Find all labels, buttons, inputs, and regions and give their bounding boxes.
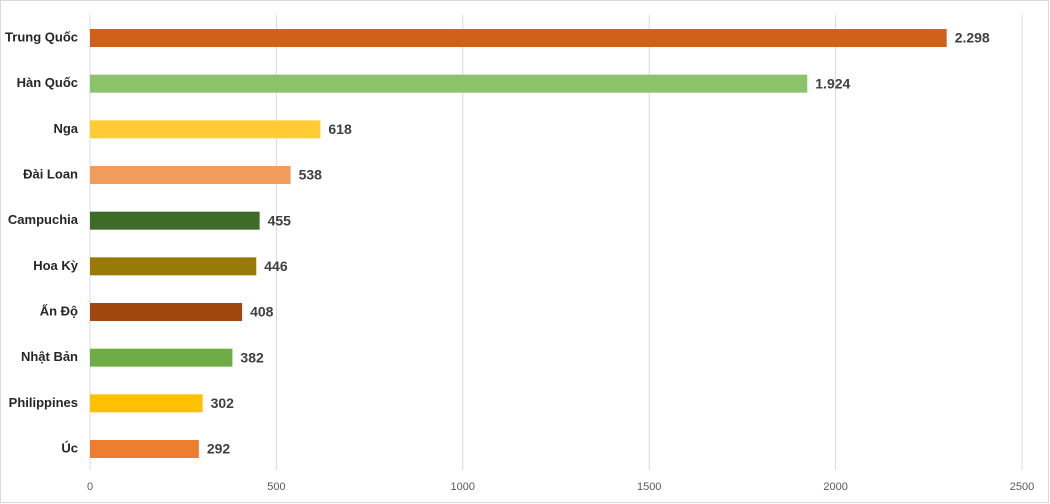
data-label: 382 <box>240 349 264 365</box>
bar <box>90 29 947 47</box>
data-label: 292 <box>207 441 231 457</box>
bar <box>90 440 199 458</box>
bar <box>90 348 233 367</box>
y-tick-label: Úc <box>61 440 78 455</box>
data-label: 446 <box>264 258 288 274</box>
bar <box>90 120 321 139</box>
y-tick-label: Hàn Quốc <box>17 75 78 90</box>
data-label: 408 <box>250 304 274 320</box>
y-tick-label: Campuchia <box>8 212 79 227</box>
x-tick-label: 500 <box>267 481 285 493</box>
data-label: 538 <box>299 167 323 183</box>
bar <box>90 166 291 184</box>
x-tick-label: 1500 <box>637 481 661 493</box>
y-tick-label: Ấn Độ <box>40 303 78 318</box>
x-tick-label: 0 <box>87 481 93 493</box>
y-tick-label: Nhật Bản <box>21 349 78 364</box>
data-label: 302 <box>211 395 235 411</box>
bar <box>90 74 808 93</box>
data-label: 455 <box>268 212 292 228</box>
bar <box>90 257 257 276</box>
y-tick-label: Trung Quốc <box>5 29 78 44</box>
y-tick-label: Hoa Kỳ <box>33 258 79 273</box>
bar <box>90 394 203 413</box>
y-tick-label: Đài Loan <box>23 166 78 181</box>
x-tick-label: 1000 <box>451 481 475 493</box>
data-label: 618 <box>328 121 352 137</box>
y-tick-label: Nga <box>53 121 78 136</box>
y-tick-label: Philippines <box>9 395 78 410</box>
x-tick-label: 2500 <box>1010 481 1034 493</box>
bar <box>90 303 243 321</box>
data-label: 2.298 <box>955 30 990 46</box>
bar <box>90 211 260 230</box>
data-label: 1.924 <box>815 75 850 91</box>
x-tick-label: 2000 <box>823 481 847 493</box>
